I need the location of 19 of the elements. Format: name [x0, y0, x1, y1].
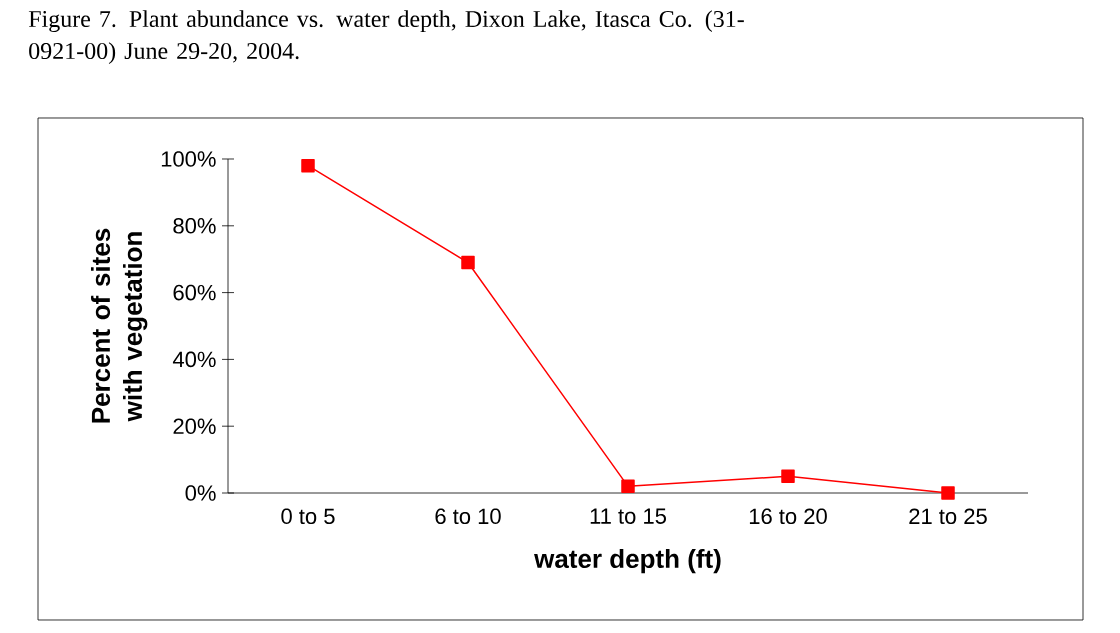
point — [461, 255, 475, 270]
x-tick-label: 11 to 15 — [590, 508, 666, 524]
point — [301, 158, 315, 173]
x-axis-title: water depth (ft) — [534, 548, 721, 574]
y-tick-label: 20% — [173, 418, 216, 434]
y-tick-label: 60% — [173, 284, 216, 301]
point — [621, 479, 635, 494]
y-tick-label: 40% — [172, 351, 216, 368]
point — [941, 486, 955, 500]
y-tick-label: 80% — [173, 218, 216, 234]
y-tick-label: 100% — [161, 151, 216, 167]
x-tick-label: 21 to 25 — [909, 508, 987, 525]
point — [781, 469, 795, 484]
x-tick-label: 16 to 20 — [749, 508, 827, 525]
x-tick-label: 6 to 10 — [435, 508, 501, 525]
chart-title: Figure 7. Plant abundance vs. water depth, Dixon Lake, Itasca Co. (31-0921-00) June 29-20, 2004. — [28, 10, 744, 64]
x-tick-label: 0 to 5 — [281, 508, 335, 525]
y-axis-title: Percent of sites with vegetation — [90, 228, 148, 423]
y-tick-label: 0% — [185, 485, 216, 501]
